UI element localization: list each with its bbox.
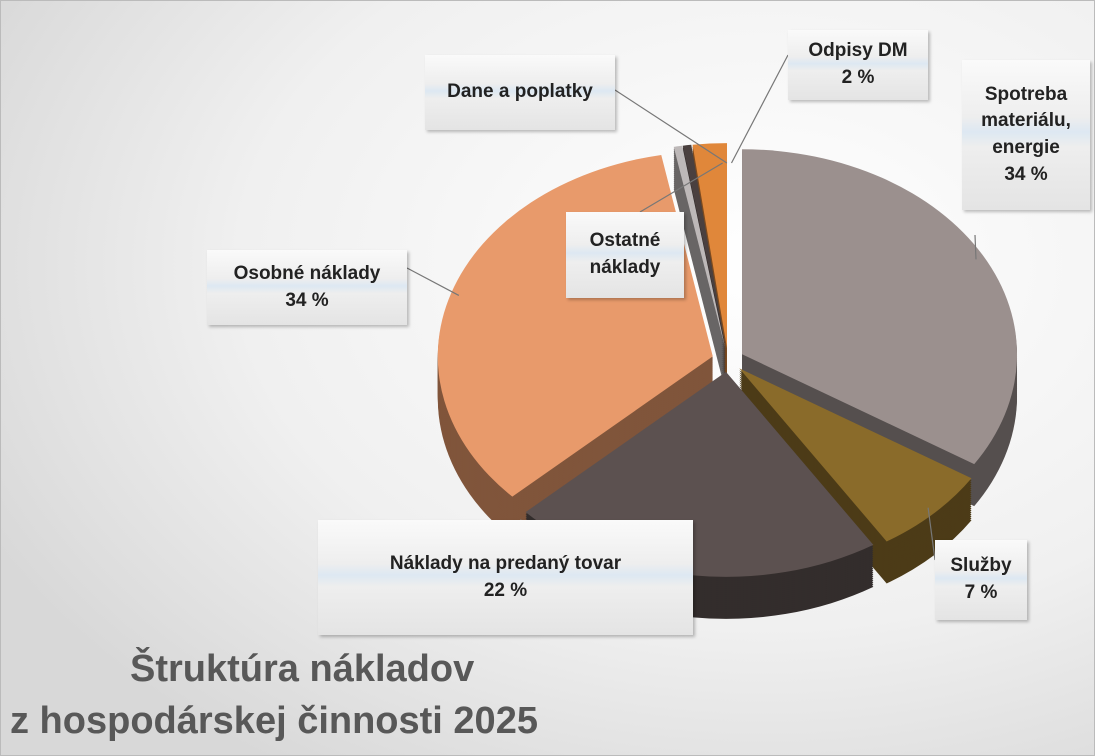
slice-side-layer bbox=[673, 157, 726, 361]
leader-line bbox=[639, 162, 723, 213]
slice-side-layer bbox=[673, 187, 726, 391]
chart-title: z hospodárskej činnosti 2025 bbox=[10, 700, 538, 742]
slice-side bbox=[673, 147, 726, 391]
category-label: Odpisy DM bbox=[808, 40, 908, 62]
slice-side-layer bbox=[673, 171, 726, 375]
data-label: Náklady na predaný tovar 22 % bbox=[318, 520, 693, 635]
slice-side-layer bbox=[673, 155, 726, 359]
slice-side-layer bbox=[673, 167, 726, 371]
slice bbox=[682, 144, 726, 349]
slice-side-layer bbox=[673, 147, 726, 351]
slice-side-layer bbox=[673, 175, 726, 379]
category-label: Náklady na predaný tovar bbox=[389, 552, 622, 574]
slice bbox=[739, 368, 972, 542]
slice bbox=[673, 145, 726, 349]
leader-line bbox=[974, 234, 977, 260]
category-label: Služby bbox=[950, 555, 1012, 577]
data-label: Dane a poplatky bbox=[425, 55, 615, 130]
category-label: Dane a poplatky bbox=[447, 81, 593, 103]
data-label: Odpisy DM 2 % bbox=[788, 30, 928, 100]
category-label: Osobné náklady bbox=[233, 262, 381, 284]
slice-side-layer bbox=[673, 179, 726, 383]
slice-side-layer bbox=[673, 173, 726, 377]
chart-title: Štruktúra nákladov bbox=[130, 648, 475, 690]
leader-line bbox=[614, 89, 728, 164]
leader-line bbox=[406, 267, 460, 296]
data-label: Osobné náklady 34 % bbox=[207, 250, 407, 325]
slice bbox=[742, 149, 1018, 465]
slice-side-layer bbox=[673, 165, 726, 369]
leader-line bbox=[927, 507, 936, 561]
slice-side-layer bbox=[673, 149, 726, 353]
category-label: Ostatné náklady bbox=[589, 230, 661, 278]
slice-side-layer bbox=[673, 185, 726, 389]
value-label: 34 % bbox=[1004, 163, 1048, 185]
value-label: 34 % bbox=[285, 289, 329, 311]
slice-side-layer bbox=[673, 169, 726, 373]
leader-line bbox=[730, 54, 789, 164]
data-label: Ostatné náklady bbox=[566, 212, 684, 298]
data-label: Spotreba materiálu, energie 34 % bbox=[962, 60, 1090, 210]
slice-side-layer bbox=[682, 146, 726, 351]
category-label: Spotreba materiálu, energie bbox=[981, 83, 1071, 158]
slice-side-layer bbox=[673, 177, 726, 381]
slice-side-layer bbox=[673, 153, 726, 357]
slice-side-layer bbox=[673, 163, 726, 367]
slice bbox=[692, 143, 727, 349]
slice-side-layer bbox=[673, 181, 726, 385]
value-label: 2 % bbox=[841, 67, 875, 88]
value-label: 7 % bbox=[964, 582, 998, 603]
data-label: Služby 7 % bbox=[935, 540, 1027, 620]
slice-side-layer bbox=[673, 151, 726, 355]
slice-side-layer bbox=[673, 159, 726, 363]
value-label: 22 % bbox=[483, 579, 528, 601]
slice-side-layer bbox=[673, 183, 726, 387]
slice-side-layer bbox=[673, 161, 726, 365]
